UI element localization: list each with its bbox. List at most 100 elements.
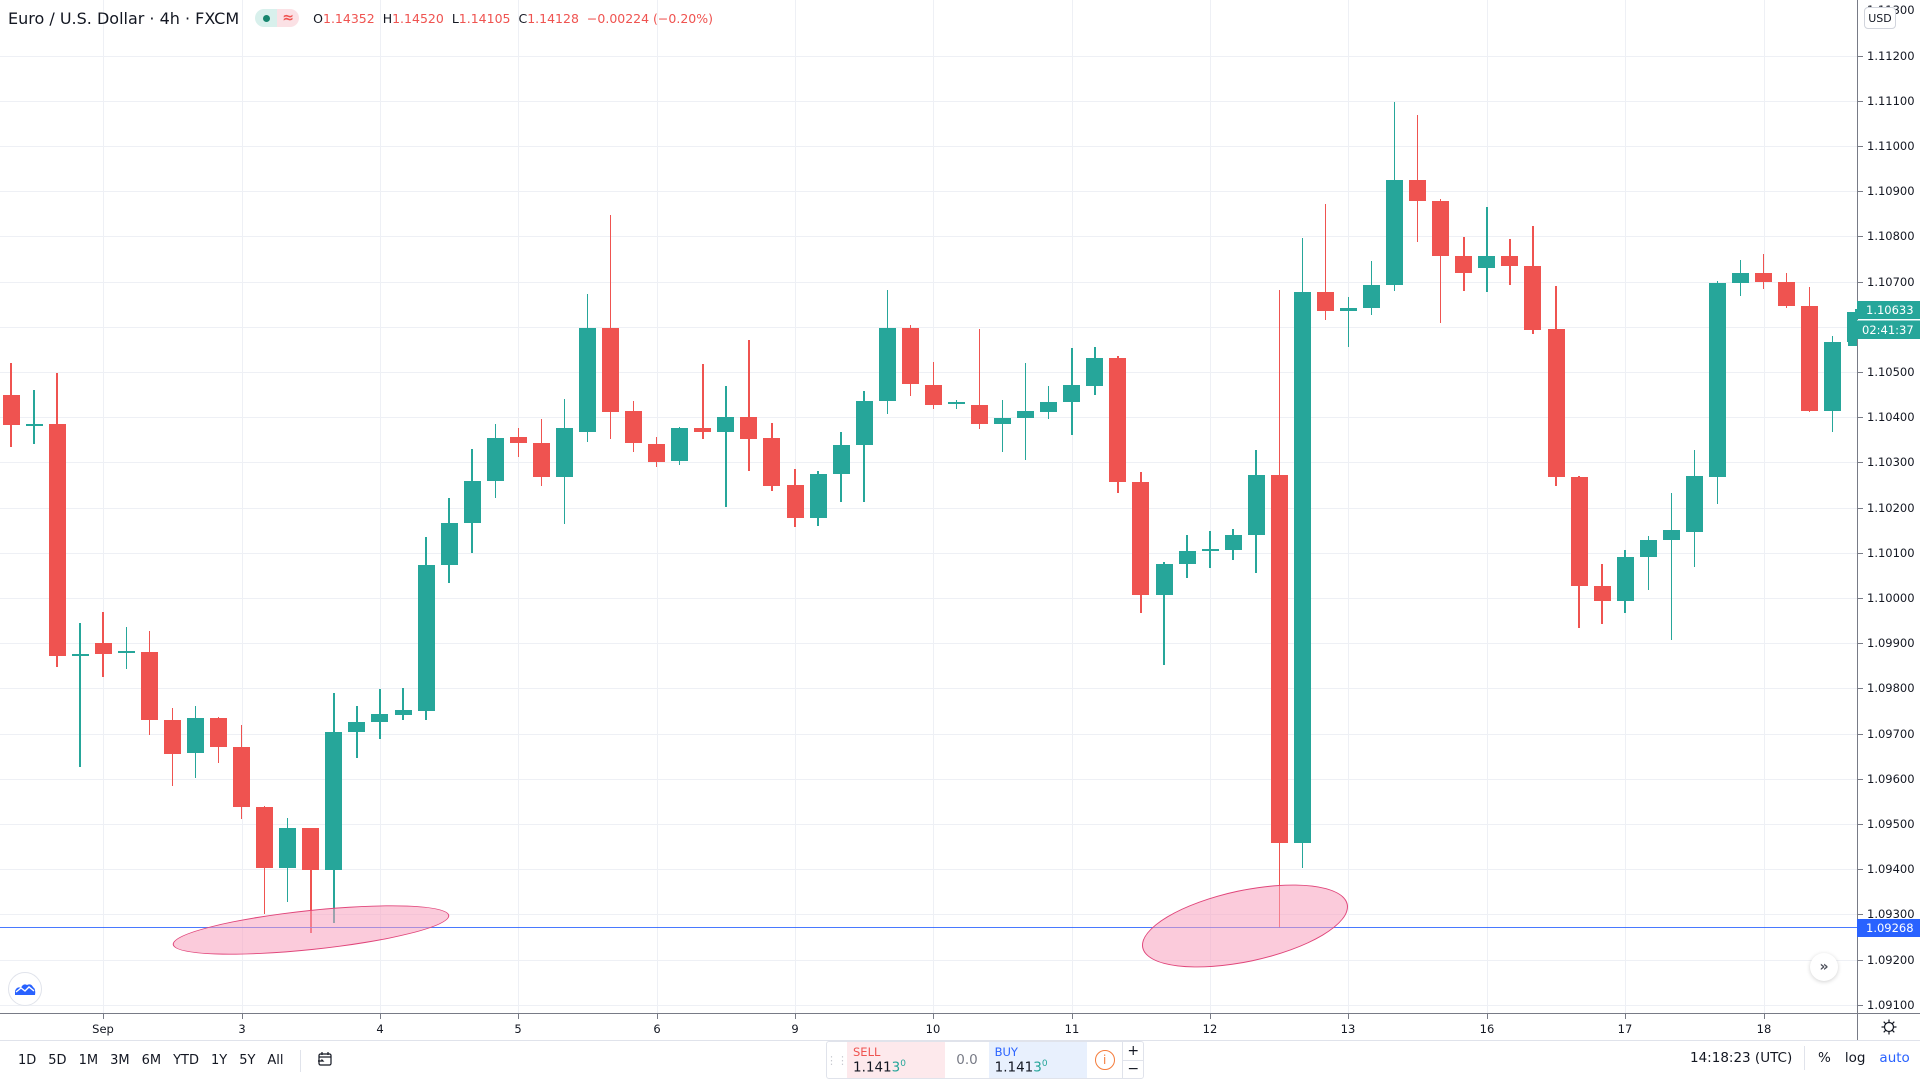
price-tick [1858,598,1863,599]
candle-wick [1762,254,1765,290]
candle-wick [402,687,404,721]
decrease-button[interactable]: − [1127,1061,1140,1078]
candle-body [1432,201,1450,257]
range-button-ytd[interactable]: YTD [173,1053,199,1068]
candle-body [1732,272,1749,284]
time-tick-label: 13 [1340,1022,1356,1036]
grid-line-h [0,552,1857,554]
grid-line-h [0,914,1857,916]
status-pill[interactable]: ≈ [255,9,300,27]
candle-body [25,423,43,426]
candle-wick [79,623,81,767]
candle-body [924,385,942,405]
candle-body [1316,291,1334,311]
price-tick-label: 1.10800 [1867,229,1915,244]
grid-line-h [0,778,1857,780]
grid-line-h [0,1004,1857,1006]
grid-line-v [1764,0,1765,1013]
candle-wick [1439,198,1442,323]
candle-body [1639,539,1657,557]
increase-button[interactable]: + [1123,1042,1143,1061]
grid-line-v [1348,0,1349,1013]
grid-line-v [657,0,658,1013]
candle-body [694,428,712,432]
price-tick-label: 1.10900 [1867,184,1915,199]
candle-body [625,410,643,443]
grid-line-v [933,0,934,1013]
candle-body [1593,586,1611,602]
candle-wick [1416,115,1419,242]
candle-wick [1001,400,1004,452]
candlestick-series [2,101,1857,934]
buy-button[interactable]: BUY 1.14130 [988,1042,1088,1078]
chart-pane[interactable] [0,0,1857,1013]
candle-body [855,400,873,446]
range-button-1d[interactable]: 1D [18,1053,37,1068]
candle-wick [863,391,865,502]
candle-body [1270,474,1288,843]
time-tick-label: 9 [791,1022,799,1036]
time-tick-label: 3 [238,1022,246,1036]
candle-body [671,428,689,462]
range-button-1m[interactable]: 1M [78,1053,99,1068]
price-axis[interactable]: 1.11200 1.11100 1.11000 1.10900 1.10800 1.107… [1857,0,1920,1013]
grid-line-h [0,824,1857,825]
candle-body [302,828,320,870]
bar-countdown-label: 02:41:37 [1857,320,1920,339]
scroll-to-realtime-button[interactable]: » [1810,953,1838,981]
horizontal-line-drawing[interactable] [0,927,1857,928]
utc-clock[interactable]: 14:18:23 (UTC) [1690,1050,1793,1066]
sell-button[interactable]: SELL 1.14130 [847,1042,946,1078]
percent-scale-toggle[interactable]: % [1818,1050,1831,1066]
price-tick-label: 1.09500 [1867,817,1915,831]
candle-body [2,394,20,426]
price-tick-label: 1.09200 [1867,952,1915,967]
info-button[interactable]: i [1087,1042,1122,1078]
goto-date-button[interactable] [311,1051,339,1071]
candle-body [579,327,596,432]
candle-wick [1486,207,1488,292]
time-axis[interactable]: Sep 3 4 5 6 9 10 11 12 13 16 17 18 [0,1013,1857,1041]
range-button-1y[interactable]: 1Y [210,1053,228,1068]
candle-body [186,717,204,754]
time-tick-label: 6 [653,1022,661,1036]
symbol-title[interactable]: Euro / U.S. Dollar · 4h · FXCM [8,8,240,28]
time-tick [933,1014,934,1019]
candle-body [901,327,919,384]
candle-body [325,732,343,870]
price-tick [1858,1004,1863,1006]
grid-line-h [0,372,1857,373]
candle-body [371,713,389,723]
price-tick [1858,733,1863,735]
auto-scale-toggle[interactable]: auto [1879,1050,1910,1066]
price-tick [1858,778,1863,780]
range-button-6m[interactable]: 6M [141,1053,162,1068]
time-tick [518,1014,519,1019]
currency-badge[interactable]: USD [1864,7,1896,29]
range-button-all[interactable]: All [267,1053,284,1068]
quantity-stepper: + − [1122,1042,1143,1078]
candle-body [1017,410,1035,419]
range-button-5d[interactable]: 5D [48,1053,67,1068]
ellipse-annotation-1[interactable] [170,895,452,965]
chart-settings-button[interactable] [1857,1013,1920,1040]
time-tick [1348,1014,1349,1019]
price-tick [1858,688,1863,690]
horizontal-line-price-label: 1.09268 [1857,919,1920,937]
candle-body [1755,272,1773,283]
time-tick [657,1014,658,1019]
candle-body [48,424,66,657]
ellipse-annotation-2[interactable] [1134,868,1356,984]
candle-body [348,722,366,733]
candle-wick [310,828,312,934]
candle-body [532,442,550,478]
drag-handle-icon[interactable]: ⋮⋮ [826,1053,848,1067]
range-button-5y[interactable]: 5Y [239,1053,256,1068]
candle-body [555,428,573,478]
time-tick [1625,1014,1626,1019]
ohlc-high: H1.14520 [382,10,444,26]
log-scale-toggle[interactable]: log [1844,1050,1866,1066]
range-button-3m[interactable]: 3M [110,1053,130,1068]
tradingview-logo-button[interactable] [8,972,42,1006]
sell-price: 1.14130 [853,1059,906,1076]
